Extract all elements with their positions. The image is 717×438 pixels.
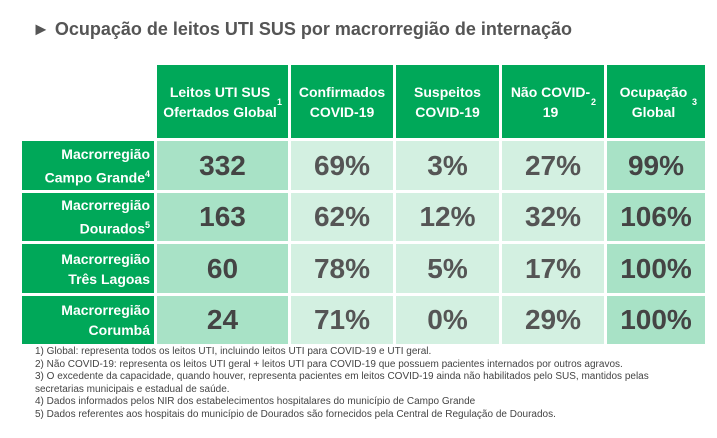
table-cell: 100% <box>607 244 705 293</box>
column-header: Ocupação Global 3 <box>607 65 705 138</box>
table-cell: 332 <box>157 141 288 190</box>
row-label-line2: Três Lagoas <box>61 269 150 289</box>
row-label-name: Três Lagoas <box>68 270 150 287</box>
row-label-line1: Macrorregião <box>61 302 150 318</box>
footnote-marker: 3 <box>691 96 697 107</box>
row-label-line1: Macrorregião <box>61 197 150 214</box>
column-header-label: Leitos UTI SUS Ofertados Global <box>163 83 277 120</box>
table-corner <box>22 65 154 138</box>
footnote-marker: 5 <box>144 220 150 231</box>
row-label-text: Macrorregião Campo Grande4 <box>45 144 150 188</box>
footnote: 1) Global: representa todos os leitos UT… <box>35 346 432 357</box>
column-header-label: Suspeitos COVID-19 <box>414 83 481 120</box>
table-cell: 99% <box>607 141 705 190</box>
table-cell: 0% <box>396 296 499 344</box>
row-label-name: Corumbá <box>88 322 150 338</box>
table-cell: 69% <box>291 141 393 190</box>
row-label: Macrorregião Corumbá <box>22 296 154 344</box>
table-cell: 12% <box>396 193 499 241</box>
table-cell: 100% <box>607 296 705 344</box>
table-cell: 3% <box>396 141 499 190</box>
row-label-line1: Macrorregião <box>61 145 150 162</box>
column-header: Suspeitos COVID-19 <box>396 65 499 138</box>
footnote-marker: 2 <box>590 96 596 107</box>
column-header: Não COVID-19 2 <box>502 65 604 138</box>
row-label-line2: Dourados5 <box>61 215 150 239</box>
column-header-label: Não COVID-19 <box>510 83 591 120</box>
footnote-marker: 4 <box>144 168 150 179</box>
row-label-text: Macrorregião Corumbá <box>61 300 150 340</box>
row-label-text: Macrorregião Dourados5 <box>61 195 150 239</box>
row-label-line2: Campo Grande4 <box>45 164 150 188</box>
table-cell: 5% <box>396 244 499 293</box>
row-label-text: Macrorregião Três Lagoas <box>61 249 150 289</box>
table-cell: 106% <box>607 193 705 241</box>
footnote: 4) Dados informados pelos NIR dos estabe… <box>35 396 476 408</box>
column-header: Leitos UTI SUS Ofertados Global 1 <box>157 65 288 138</box>
row-label-line2: Corumbá <box>61 320 150 340</box>
footnote: 5) Dados referentes aos hospitais do mun… <box>35 408 556 420</box>
row-label-name: Campo Grande <box>44 169 145 186</box>
table-cell: 60 <box>157 244 288 293</box>
row-label: Macrorregião Três Lagoas <box>22 244 154 293</box>
footnote-marker: 1 <box>276 96 282 107</box>
column-header-label: Confirmados COVID-19 <box>298 83 386 120</box>
occupancy-table: Leitos UTI SUS Ofertados Global 1 Confirma… <box>22 65 705 344</box>
table-cell: 27% <box>502 141 604 190</box>
table-cell: 24 <box>157 296 288 344</box>
table-cell: 32% <box>502 193 604 241</box>
table-cell: 71% <box>291 296 393 344</box>
footnote: 3) O excedente da capacidade, quando hou… <box>35 371 649 395</box>
table-cell: 78% <box>291 244 393 293</box>
table-cell: 62% <box>291 193 393 241</box>
column-header: Confirmados COVID-19 <box>291 65 393 138</box>
table-cell: 17% <box>502 244 604 293</box>
row-label: Macrorregião Campo Grande4 <box>22 141 154 190</box>
footnote: 2) Não COVID-19: representa os leitos UT… <box>35 358 623 370</box>
footnotes: 1) Global: representa todos os leitos UT… <box>35 346 695 422</box>
table-cell: 163 <box>157 193 288 241</box>
table-cell: 29% <box>502 296 604 344</box>
column-header-label: Ocupação Global <box>619 83 688 120</box>
row-label: Macrorregião Dourados5 <box>22 193 154 241</box>
row-label-line1: Macrorregião <box>61 250 150 267</box>
row-label-name: Dourados <box>79 220 145 237</box>
page-title: ► Ocupação de leitos UTI SUS por macrorr… <box>32 19 572 39</box>
